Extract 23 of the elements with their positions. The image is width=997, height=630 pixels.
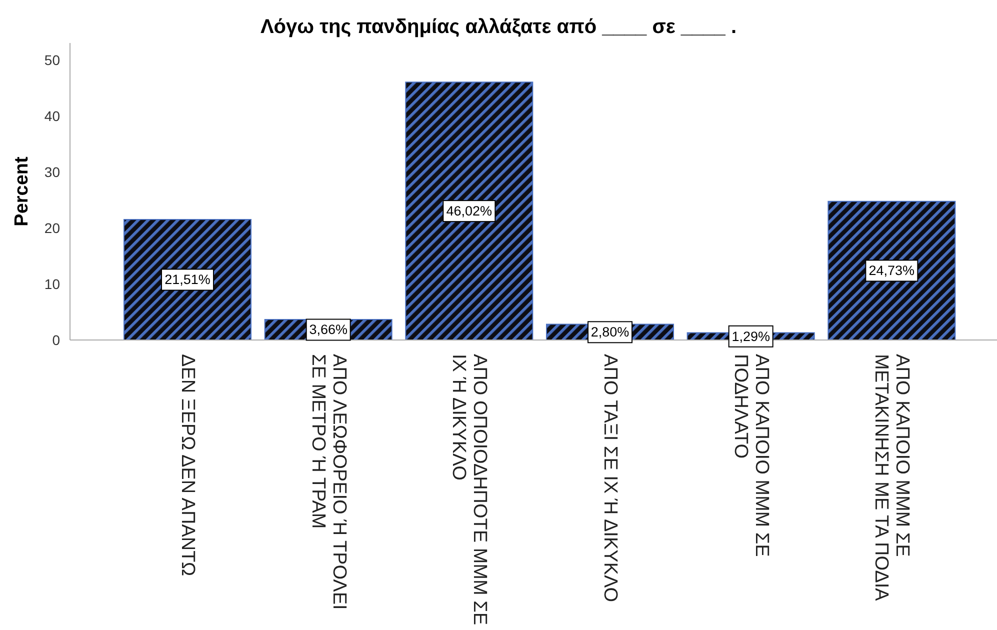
x-tick-label: ΑΠΟ ΚΑΠΟΙΟ ΜΜΜ ΣΕ ΜΕΤΑΚΙΝΗΣΗ ΜΕ ΤΑ ΠΟΔΙΑ [870, 354, 913, 602]
x-tick-label: ΑΠΟ ΚΑΠΟΙΟ ΜΜΜ ΣΕ ΠΟΔΗΛΑΤΟ [730, 354, 772, 557]
x-tick-label: ΑΠΟ ΟΠΟΙΟΔΗΠΟΤΕ ΜΜΜ ΣΕ ΙΧ Ή ΔΙΚΥΚΛΟ [448, 354, 490, 626]
y-tick-label: 0 [52, 332, 60, 348]
data-label: 46,02% [446, 204, 492, 219]
data-label: 2,80% [590, 324, 630, 340]
data-label: 24,73% [868, 263, 915, 278]
data-label: 3,66% [309, 322, 348, 338]
bar [405, 82, 534, 340]
y-tick-label: 30 [44, 164, 60, 180]
bar [828, 200, 956, 340]
data-label: 21,51% [164, 272, 210, 288]
x-tick-label: ΑΠΟ ΤΑΞΙ ΣΕ ΙΧ Ή ΔΙΚΥΚΛΟ [599, 354, 620, 602]
data-label: 1,29% [732, 328, 770, 344]
y-tick-label: 50 [44, 52, 60, 68]
x-tick-label: ΔΕΝ ΞΕΡΩ ΔΕΝ ΑΠΑΝΤΩ [176, 354, 198, 576]
y-axis-title: Percent [12, 156, 32, 226]
bar [124, 218, 252, 340]
x-tick-label: ΑΠΟ ΛΕΩΦΟΡΕΙΟ Ή ΤΡΟΛΕΙ ΣΕ ΜΕΤΡΟ Ή ΤΡΑΜ [307, 354, 350, 610]
y-tick-label: 20 [44, 220, 60, 236]
chart-title: Λόγω της πανδημίας αλλάξατε από ____ σε ____ . [259, 15, 738, 39]
y-tick-label: 10 [44, 276, 60, 292]
y-tick-label: 40 [44, 108, 60, 124]
